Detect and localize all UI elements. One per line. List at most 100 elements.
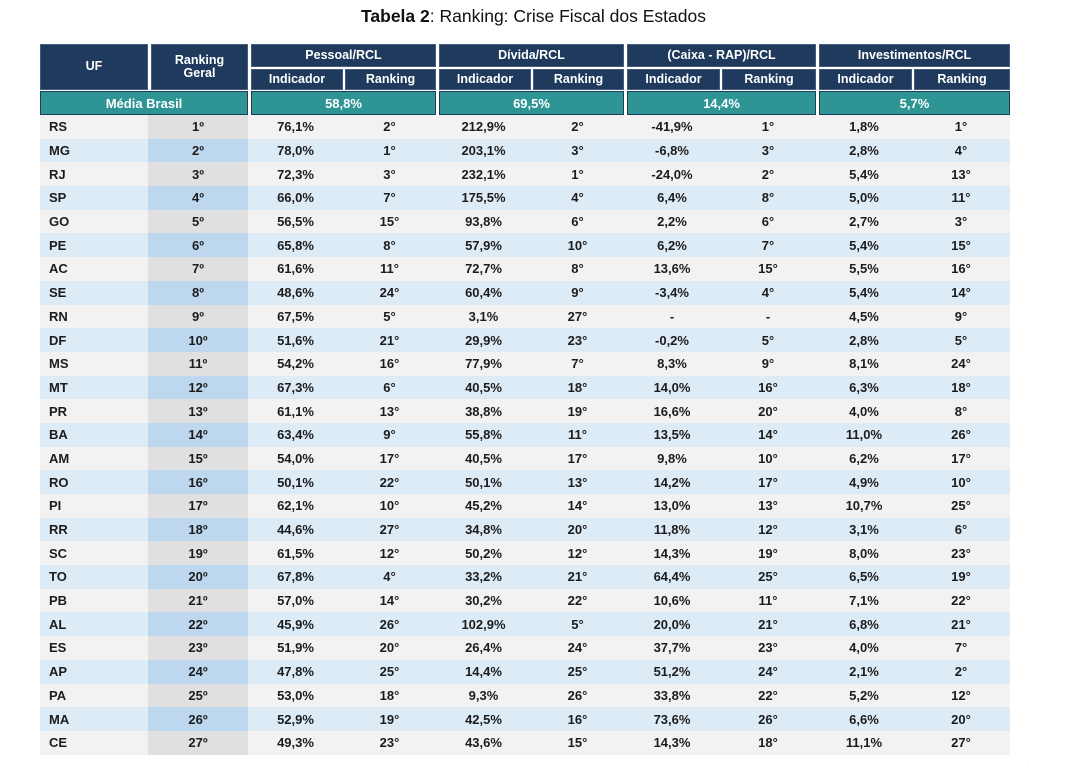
divida-indicador-cell: 3,1%: [436, 304, 531, 329]
investimentos-indicador-cell: 11,0%: [816, 422, 912, 447]
pessoal-indicador-cell: 61,1%: [248, 399, 343, 423]
investimentos-ranking-cell: 8°: [912, 399, 1010, 423]
ranking-geral-cell: 16º: [148, 470, 248, 494]
investimentos-ranking-cell: 12°: [912, 683, 1010, 708]
divida-ranking-cell: 4°: [531, 186, 624, 210]
uf-cell: MA: [40, 707, 148, 731]
uf-cell: MT: [40, 375, 148, 400]
pessoal-ranking-cell: 15°: [343, 209, 436, 234]
header-uf: UF: [40, 44, 148, 90]
divida-ranking-cell: 20°: [531, 517, 624, 542]
caixa-ranking-cell: 26°: [720, 707, 816, 731]
ranking-geral-cell: 21º: [148, 588, 248, 613]
divida-indicador-cell: 40,5%: [436, 446, 531, 471]
investimentos-ranking-cell: 18°: [912, 375, 1010, 400]
media-pessoal-value: 58,8%: [248, 91, 436, 115]
pessoal-ranking-cell: 5°: [343, 304, 436, 329]
ranking-geral-cell: 4º: [148, 186, 248, 210]
caixa-indicador-cell: 13,6%: [624, 257, 720, 281]
pessoal-ranking-cell: 8°: [343, 233, 436, 258]
caixa-indicador-cell: -6,8%: [624, 138, 720, 163]
uf-cell: CE: [40, 730, 148, 755]
caixa-ranking-cell: 9°: [720, 351, 816, 376]
caixa-ranking-cell: 18°: [720, 730, 816, 755]
divida-ranking-cell: 13°: [531, 470, 624, 494]
ranking-geral-cell: 6º: [148, 233, 248, 258]
header-group-pessoal: Pessoal/RCL: [248, 44, 436, 67]
media-brasil-label: Média Brasil: [40, 91, 248, 115]
ranking-geral-cell: 17º: [148, 494, 248, 518]
ranking-geral-cell: 12º: [148, 375, 248, 400]
caixa-ranking-cell: -: [720, 304, 816, 329]
header-sub-indicador: Indicador: [248, 67, 343, 90]
pessoal-ranking-cell: 14°: [343, 588, 436, 613]
ranking-geral-cell: 9º: [148, 304, 248, 329]
pessoal-ranking-cell: 12°: [343, 541, 436, 566]
divida-ranking-cell: 16°: [531, 707, 624, 731]
caixa-ranking-cell: 15°: [720, 257, 816, 281]
header-group-divida: Dívida/RCL: [436, 44, 624, 67]
investimentos-indicador-cell: 6,3%: [816, 375, 912, 400]
caixa-indicador-cell: -: [624, 304, 720, 329]
uf-cell: BA: [40, 422, 148, 447]
caixa-ranking-cell: 2°: [720, 162, 816, 187]
caixa-indicador-cell: 6,4%: [624, 186, 720, 210]
pessoal-indicador-cell: 67,8%: [248, 565, 343, 589]
pessoal-indicador-cell: 51,6%: [248, 328, 343, 352]
caixa-ranking-cell: 13°: [720, 494, 816, 518]
caixa-indicador-cell: 10,6%: [624, 588, 720, 613]
investimentos-indicador-cell: 5,4%: [816, 233, 912, 258]
caixa-ranking-cell: 17°: [720, 470, 816, 494]
investimentos-ranking-cell: 20°: [912, 707, 1010, 731]
pessoal-indicador-cell: 54,0%: [248, 446, 343, 471]
caixa-ranking-cell: 6°: [720, 209, 816, 234]
investimentos-indicador-cell: 2,8%: [816, 138, 912, 163]
table-row: PB 21º 57,0% 14° 30,2% 22° 10,6% 11° 7,1…: [40, 588, 1010, 613]
pessoal-ranking-cell: 27°: [343, 517, 436, 542]
uf-cell: RJ: [40, 162, 148, 187]
investimentos-indicador-cell: 6,6%: [816, 707, 912, 731]
header-sub-indicador: Indicador: [624, 67, 720, 90]
investimentos-ranking-cell: 24°: [912, 351, 1010, 376]
pessoal-ranking-cell: 21°: [343, 328, 436, 352]
header-sub-ranking: Ranking: [531, 67, 624, 90]
pessoal-ranking-cell: 17°: [343, 446, 436, 471]
table-row: SP 4º 66,0% 7° 175,5% 4° 6,4% 8° 5,0% 11…: [40, 186, 1010, 210]
caixa-ranking-cell: 22°: [720, 683, 816, 708]
divida-ranking-cell: 3°: [531, 138, 624, 163]
divida-ranking-cell: 24°: [531, 636, 624, 660]
pessoal-indicador-cell: 48,6%: [248, 280, 343, 305]
divida-indicador-cell: 50,2%: [436, 541, 531, 566]
pessoal-indicador-cell: 63,4%: [248, 422, 343, 447]
uf-cell: RS: [40, 115, 148, 139]
investimentos-ranking-cell: 3°: [912, 209, 1010, 234]
pessoal-ranking-cell: 20°: [343, 636, 436, 660]
media-caixa-value: 14,4%: [624, 91, 816, 115]
uf-cell: PA: [40, 683, 148, 708]
investimentos-indicador-cell: 2,8%: [816, 328, 912, 352]
table-row: MS 11º 54,2% 16° 77,9% 7° 8,3% 9° 8,1% 2…: [40, 351, 1010, 376]
caixa-indicador-cell: 8,3%: [624, 351, 720, 376]
investimentos-indicador-cell: 5,2%: [816, 683, 912, 708]
caixa-indicador-cell: 16,6%: [624, 399, 720, 423]
pessoal-indicador-cell: 51,9%: [248, 636, 343, 660]
caixa-ranking-cell: 10°: [720, 446, 816, 471]
uf-cell: MS: [40, 351, 148, 376]
investimentos-ranking-cell: 25°: [912, 494, 1010, 518]
divida-ranking-cell: 1°: [531, 162, 624, 187]
caixa-ranking-cell: 19°: [720, 541, 816, 566]
divida-indicador-cell: 203,1%: [436, 138, 531, 163]
table-row: AP 24º 47,8% 25° 14,4% 25° 51,2% 24° 2,1…: [40, 659, 1010, 684]
pessoal-ranking-cell: 2°: [343, 115, 436, 139]
uf-cell: RR: [40, 517, 148, 542]
ranking-geral-cell: 23º: [148, 636, 248, 660]
uf-cell: AL: [40, 612, 148, 637]
ranking-geral-cell: 3º: [148, 162, 248, 187]
pessoal-indicador-cell: 76,1%: [248, 115, 343, 139]
caixa-indicador-cell: 37,7%: [624, 636, 720, 660]
investimentos-ranking-cell: 6°: [912, 517, 1010, 542]
divida-indicador-cell: 9,3%: [436, 683, 531, 708]
pessoal-indicador-cell: 72,3%: [248, 162, 343, 187]
table-row: AM 15º 54,0% 17° 40,5% 17° 9,8% 10° 6,2%…: [40, 446, 1010, 471]
ranking-geral-cell: 11º: [148, 351, 248, 376]
